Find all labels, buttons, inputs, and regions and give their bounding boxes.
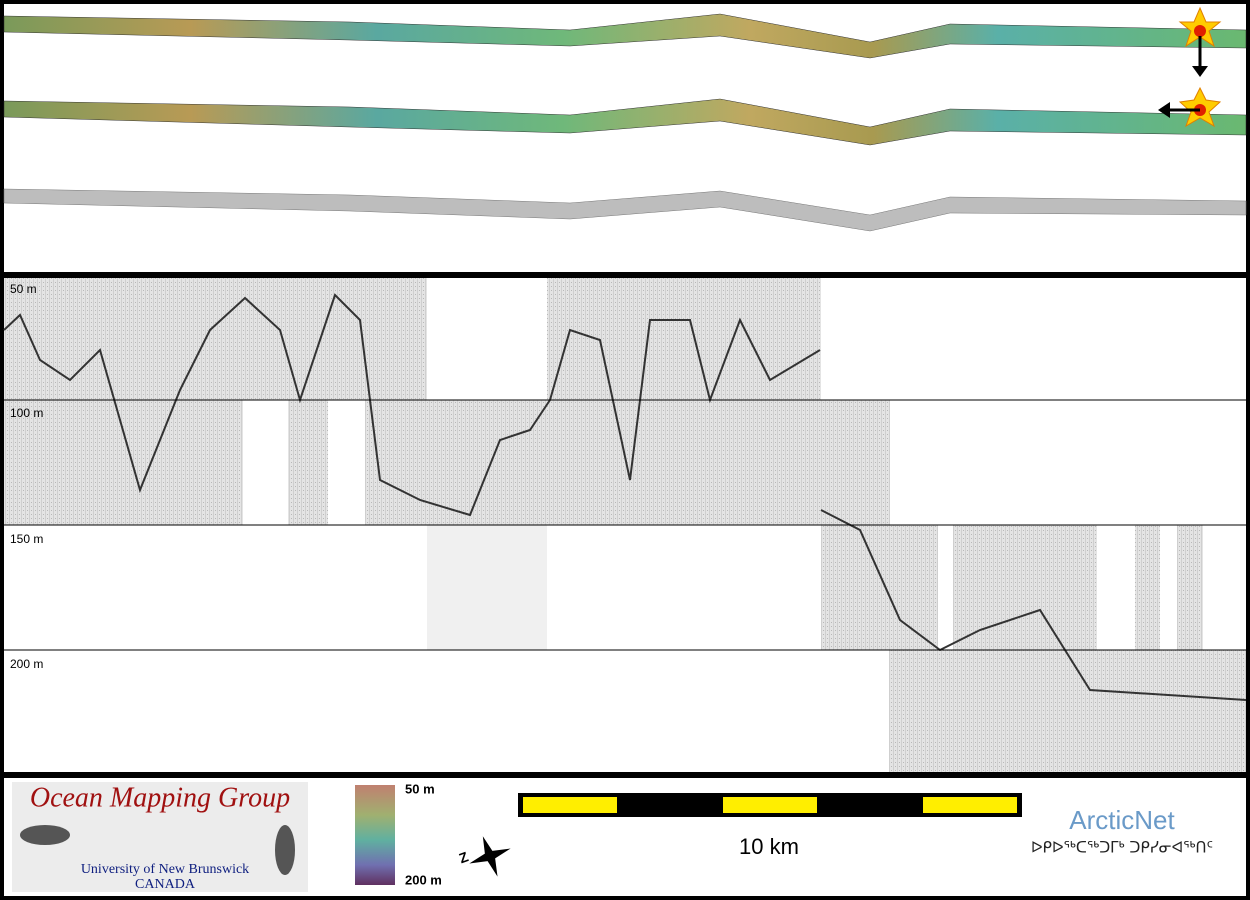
logo-icon: [20, 825, 70, 845]
colorbar: [355, 785, 395, 885]
partner-syllabics: ᐅᑭᐅᖅᑕᖅᑐᒥᒃ ᑐᑭᓯᓂᐊᖅᑎᑦ: [1031, 839, 1213, 857]
partner-name: ArcticNet: [1069, 805, 1175, 835]
ship-marker: [1158, 6, 1222, 128]
logo-icon: [275, 825, 295, 875]
colorbar-label: 200 m: [405, 872, 442, 887]
depth-label: 50 m: [10, 282, 37, 296]
swath-colored: [3, 13, 1247, 146]
logo-university: University of New Brunswick: [81, 862, 249, 877]
colorbar-label: 50 m: [405, 781, 435, 796]
logo-title: Ocean Mapping Group: [30, 782, 290, 813]
depth-label: 100 m: [10, 406, 43, 420]
scale-label: 10 km: [739, 834, 799, 859]
echogram-data: [4, 278, 1246, 772]
depth-label: 200 m: [10, 657, 43, 671]
seabed-profile: [3, 293, 1247, 701]
depth-grid: [4, 399, 1246, 651]
logo-country: CANADA: [135, 877, 196, 892]
swath-backscatter: [3, 188, 1247, 232]
depth-label: 150 m: [10, 532, 43, 546]
scale-bar: [518, 793, 1022, 817]
swath-panel: [4, 4, 1246, 272]
